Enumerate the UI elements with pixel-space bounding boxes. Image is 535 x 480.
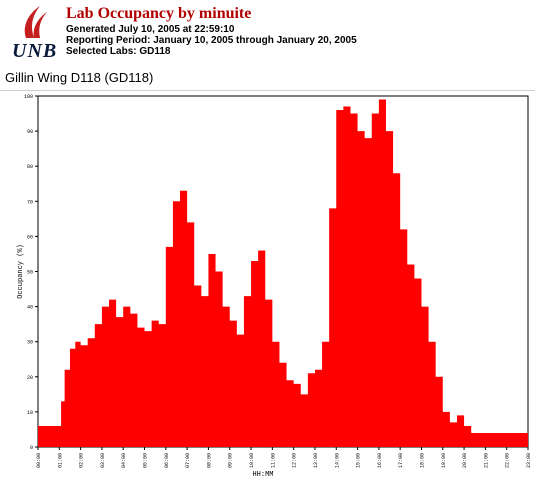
- x-axis-title: HH:MM: [252, 471, 273, 479]
- x-tick-label: 04:00: [121, 453, 127, 468]
- x-tick-label: 01:00: [57, 453, 63, 468]
- logo-text: UNB: [12, 40, 58, 62]
- x-tick-label: 21:00: [483, 453, 489, 468]
- unb-flame-logo-icon: [24, 6, 47, 38]
- y-tick-label: 10: [27, 410, 33, 416]
- x-tick-label: 12:00: [292, 453, 298, 468]
- x-tick-label: 15:00: [356, 453, 362, 468]
- generated-line: Generated July 10, 2005 at 22:59:10: [66, 24, 235, 35]
- y-tick-label: 90: [27, 129, 33, 135]
- x-tick-label: 08:00: [206, 453, 212, 468]
- y-tick-label: 100: [24, 94, 33, 100]
- x-tick-label: 07:00: [185, 453, 191, 468]
- x-tick-label: 11:00: [270, 453, 276, 468]
- occupancy-chart: 0 10 20 30 40 50 60 70 80 90 100 00:00 01:00 02:00 03:…: [17, 94, 532, 479]
- x-tick-label: 18:00: [419, 453, 425, 468]
- x-tick-label: 09:00: [228, 453, 234, 468]
- lab-heading: Gillin Wing D118 (GD118): [5, 70, 154, 85]
- x-tick-label: 03:00: [100, 453, 106, 468]
- y-tick-label: 0: [30, 445, 33, 451]
- x-tick-label: 00:00: [36, 453, 42, 468]
- reporting-period-line: Reporting Period: January 10, 2005 throu…: [66, 35, 357, 46]
- x-tick-label: 02:00: [79, 453, 85, 468]
- y-tick-label: 80: [27, 164, 33, 170]
- selected-labs-line: Selected Labs: GD118: [66, 46, 171, 57]
- x-tick-label: 20:00: [462, 453, 468, 468]
- x-tick-label: 23:00: [526, 453, 532, 468]
- divider: [0, 90, 535, 91]
- y-tick-label: 20: [27, 375, 33, 381]
- x-tick-label: 06:00: [164, 453, 170, 468]
- x-tick-label: 16:00: [377, 453, 383, 468]
- report-title: Lab Occupancy by minuite: [66, 5, 252, 22]
- y-axis-title: Occupancy (%): [17, 244, 25, 299]
- y-tick-label: 50: [27, 270, 33, 276]
- x-tick-label: 10:00: [249, 453, 255, 468]
- x-tick-label: 05:00: [143, 453, 149, 468]
- x-tick-label: 17:00: [398, 453, 404, 468]
- x-tick-label: 19:00: [441, 453, 447, 468]
- x-tick-label: 13:00: [313, 453, 319, 468]
- y-tick-label: 40: [27, 305, 33, 311]
- x-tick-label: 14:00: [334, 453, 340, 468]
- x-tick-label: 22:00: [505, 453, 511, 468]
- occupancy-area: [38, 99, 528, 447]
- y-tick-label: 30: [27, 340, 33, 346]
- y-tick-label: 60: [27, 234, 33, 240]
- y-tick-label: 70: [27, 199, 33, 205]
- unb-logo: UNB: [8, 4, 64, 62]
